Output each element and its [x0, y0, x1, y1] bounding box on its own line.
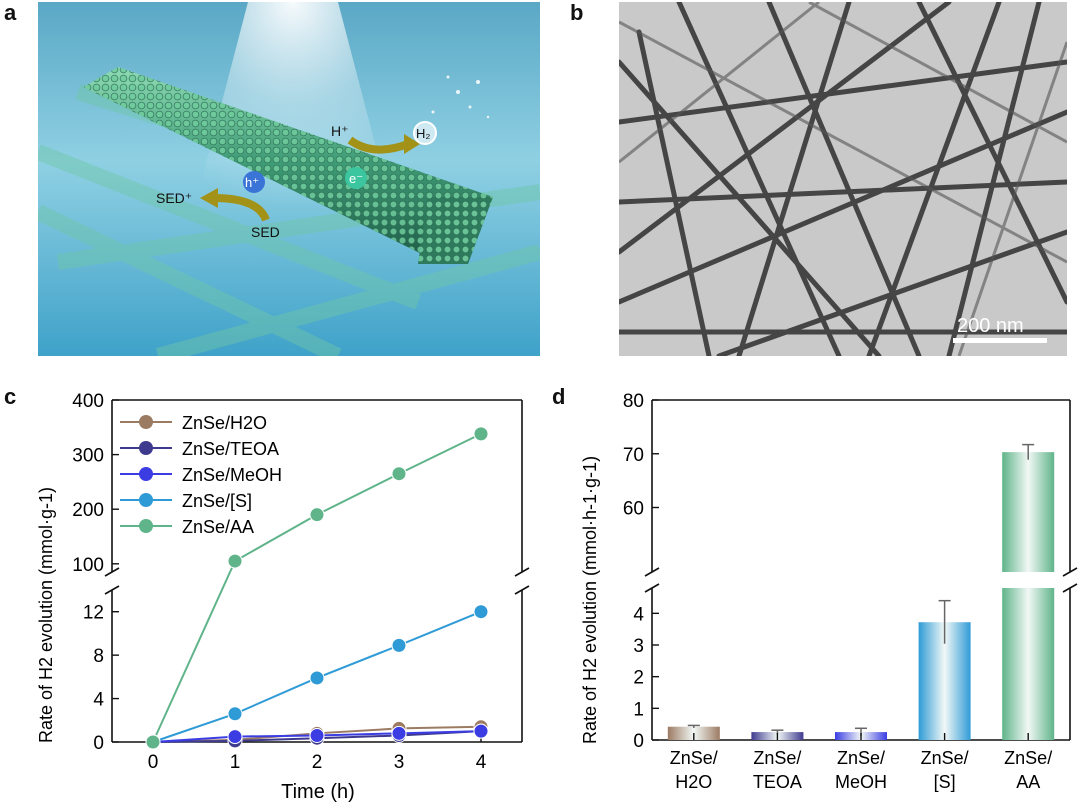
c-axis-break-mark	[104, 567, 120, 577]
scale-bar	[953, 338, 1047, 343]
c-x-tick-label: 2	[312, 752, 323, 773]
d-axis-break-mark	[1062, 583, 1078, 593]
c-data-point	[391, 725, 407, 741]
d-y-tick-label: 80	[623, 391, 644, 412]
c-x-tick-label: 1	[230, 752, 241, 773]
c-legend-marker	[139, 415, 153, 429]
c-legend-label: ZnSe/[S]	[182, 491, 252, 511]
label-h2: H₂	[416, 126, 430, 141]
d-y-tick-label: 70	[623, 445, 644, 466]
c-legend-marker	[139, 519, 153, 533]
d-x-tick-label: TEOA	[753, 772, 802, 792]
label-sed-plus: SED⁺	[156, 190, 192, 206]
d-bar-upper	[1002, 452, 1055, 572]
nanowire-illustration: H⁺ H₂ e⁻ h⁺ SED⁺ SED	[38, 2, 540, 356]
d-axis-break-mark	[644, 567, 660, 577]
d-x-tick-label: MeOH	[835, 772, 887, 792]
c-x-tick-label: 0	[148, 752, 159, 773]
tem-micrograph: 200 nm	[619, 2, 1067, 356]
c-legend-marker	[139, 467, 153, 481]
c-y-tick-label: 4	[93, 690, 104, 711]
d-axis-break-mark	[644, 583, 660, 593]
d-x-tick-label: ZnSe/	[921, 748, 969, 768]
c-x-tick-label: 4	[476, 752, 487, 773]
c-y-tick-label: 0	[93, 733, 104, 754]
d-x-tick-label: AA	[1016, 772, 1040, 792]
c-data-point	[473, 723, 489, 739]
c-data-point	[309, 670, 325, 686]
c-data-point	[473, 426, 489, 442]
d-bar	[1002, 588, 1055, 740]
c-data-point	[227, 706, 243, 722]
d-x-tick-label: ZnSe/	[753, 748, 801, 768]
c-legend-label: ZnSe/MeOH	[182, 465, 282, 485]
c-data-point	[227, 553, 243, 569]
label-sed: SED	[251, 224, 280, 240]
c-axis-break-mark	[514, 567, 530, 577]
panel-letter-d: d	[552, 384, 566, 409]
c-y-axis-label: Rate of H2 evolution (mmol·g-1)	[36, 487, 56, 743]
c-y-tick-label: 100	[72, 555, 104, 576]
d-y-tick-label: 60	[623, 499, 644, 520]
scale-bar-label: 200 nm	[957, 315, 1024, 337]
c-legend-label: ZnSe/TEOA	[182, 439, 279, 459]
d-axis-break-mark	[1062, 567, 1078, 577]
d-x-tick-label: [S]	[934, 772, 956, 792]
c-axis-break-mark	[514, 585, 530, 595]
c-data-point	[145, 734, 161, 750]
c-x-tick-label: 3	[394, 752, 405, 773]
label-electron: e⁻	[349, 171, 363, 186]
c-y-tick-label: 400	[72, 391, 104, 412]
c-y-tick-label: 300	[72, 446, 104, 467]
c-axis-break-mark	[104, 585, 120, 595]
c-data-point	[391, 637, 407, 653]
c-legend-marker	[139, 441, 153, 455]
d-x-tick-label: ZnSe/	[670, 748, 718, 768]
c-data-point	[309, 507, 325, 523]
c-y-tick-label: 12	[83, 603, 104, 624]
panel-letter-a: a	[4, 0, 17, 25]
d-x-tick-label: ZnSe/	[837, 748, 885, 768]
panel-letter-b: b	[570, 0, 584, 25]
d-y-tick-label: 1	[633, 699, 644, 720]
c-data-point	[309, 727, 325, 743]
label-h-plus: H⁺	[331, 123, 349, 139]
d-y-tick-label: 4	[633, 604, 644, 625]
d-y-axis-label: Rate of H2 evolution (mmol·h-1·g-1)	[580, 456, 600, 744]
c-data-point	[227, 729, 243, 745]
d-y-tick-label: 0	[633, 731, 644, 752]
c-y-tick-label: 8	[93, 646, 104, 667]
c-x-axis-label: Time (h)	[281, 781, 355, 803]
nanowire-main	[83, 67, 493, 264]
panel-letter-c: c	[4, 384, 17, 409]
c-data-point	[473, 604, 489, 620]
d-x-tick-label: ZnSe/	[1004, 748, 1052, 768]
d-y-tick-label: 2	[633, 668, 644, 689]
d-x-tick-label: H2O	[675, 772, 712, 792]
c-legend-label: ZnSe/AA	[182, 517, 254, 537]
c-legend-marker	[139, 493, 153, 507]
label-hole: h⁺	[245, 175, 259, 190]
c-y-tick-label: 200	[72, 500, 104, 521]
c-legend-label: ZnSe/H2O	[182, 413, 267, 433]
chart-d-bar: 0 1 2 3 4 60 70 80 ZnSe/H2O ZnSe/TEOA ZnSe/MeOH Zn…	[580, 391, 1078, 792]
c-data-point	[391, 466, 407, 482]
d-y-tick-label: 3	[633, 636, 644, 657]
